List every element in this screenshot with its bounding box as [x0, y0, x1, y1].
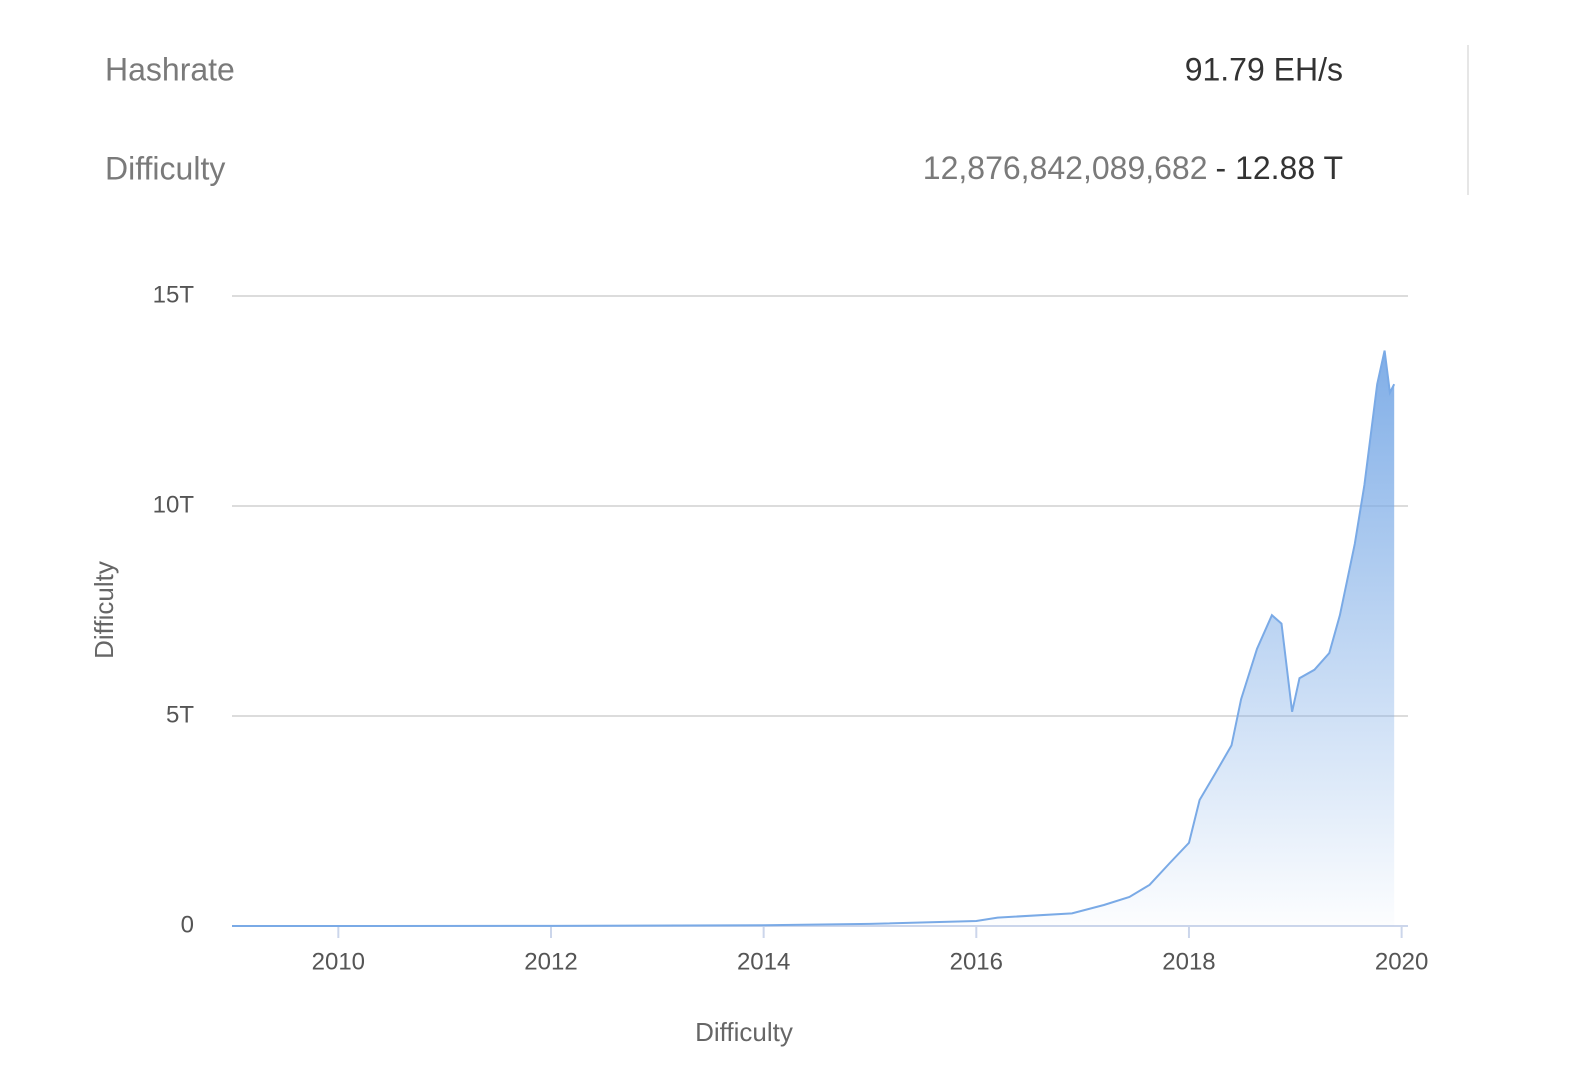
y-tick-label: 0	[181, 911, 194, 938]
x-axis-title: Difficulty	[695, 1017, 793, 1047]
stat-label: Hashrate	[105, 51, 235, 87]
x-tick-label: 2010	[312, 948, 365, 975]
y-tick-label: 10T	[153, 491, 195, 518]
y-tick-label: 5T	[166, 701, 194, 728]
y-axis-title: Difficulty	[89, 561, 119, 659]
x-tick-label: 2020	[1375, 948, 1428, 975]
stat-label: Difficulty	[105, 150, 225, 186]
stat-value-short: - 12.88 T	[1216, 150, 1343, 186]
x-tick-label: 2016	[950, 948, 1003, 975]
x-tick-label: 2014	[737, 948, 790, 975]
area-fill	[232, 350, 1395, 927]
stat-value: 91.79 EH/s	[1185, 51, 1343, 87]
stat-value: 12,876,842,089,682- 12.88 T	[923, 150, 1343, 186]
y-tick-label: 15T	[153, 281, 195, 308]
area-line	[232, 350, 1396, 927]
x-tick-label: 2018	[1162, 948, 1215, 975]
stat-value-full: 12,876,842,089,682	[923, 150, 1208, 186]
x-tick-label: 2012	[524, 948, 577, 975]
